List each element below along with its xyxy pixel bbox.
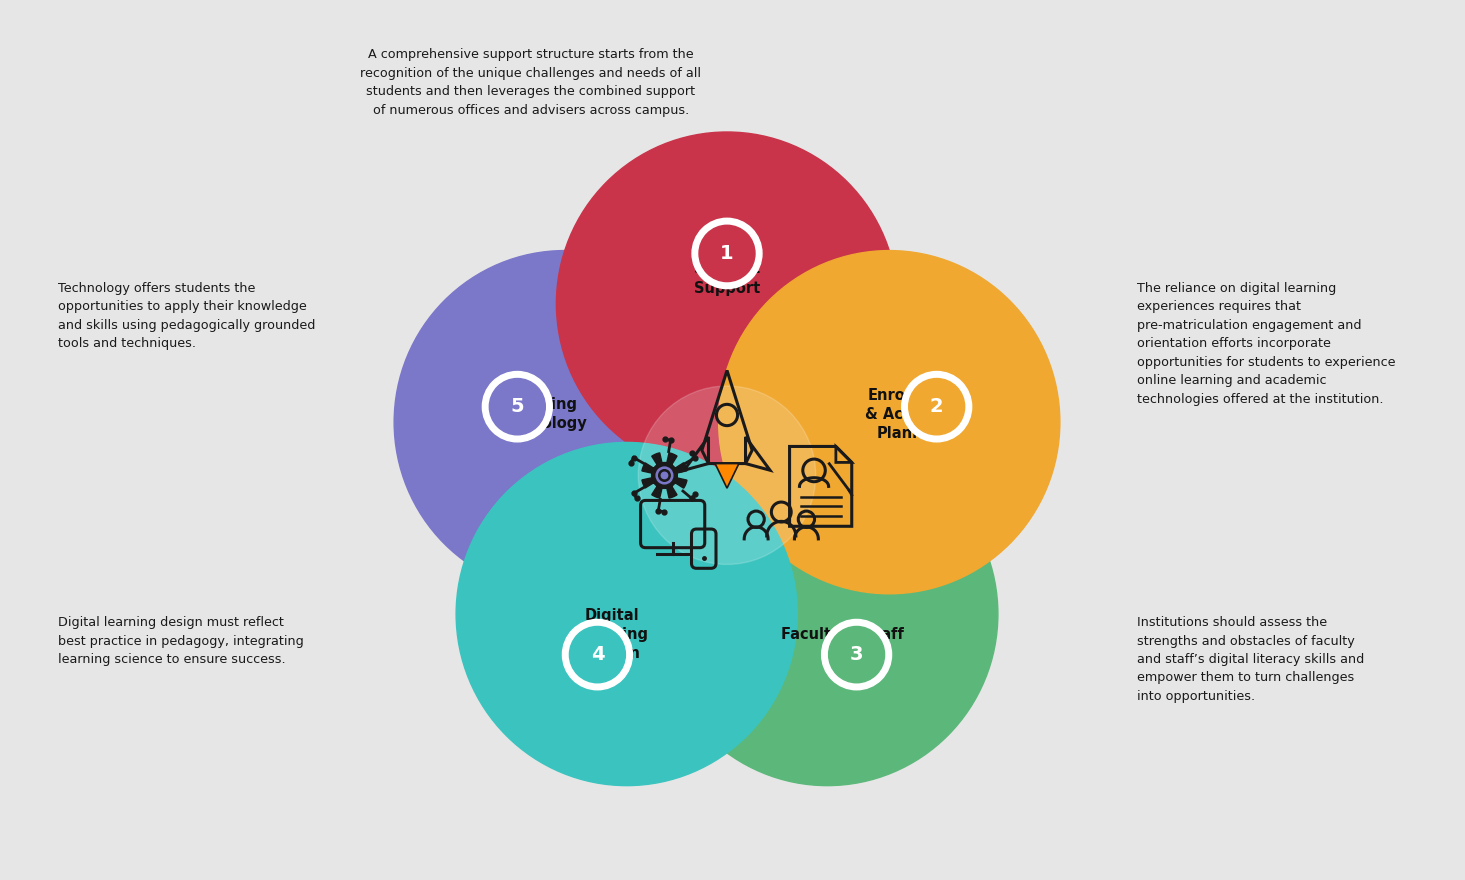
Circle shape xyxy=(719,251,1059,594)
Circle shape xyxy=(822,620,892,690)
Circle shape xyxy=(557,132,898,475)
Circle shape xyxy=(570,627,626,683)
Text: Student
Support: Student Support xyxy=(694,261,760,296)
Text: Faculty & Staff: Faculty & Staff xyxy=(781,627,904,642)
Circle shape xyxy=(659,470,671,481)
Circle shape xyxy=(661,473,668,479)
Circle shape xyxy=(656,443,998,786)
Circle shape xyxy=(699,225,754,282)
Circle shape xyxy=(394,251,735,594)
Polygon shape xyxy=(642,453,687,498)
Text: 2: 2 xyxy=(930,397,943,416)
Text: 5: 5 xyxy=(510,397,524,416)
Text: Digital
Learning
Design: Digital Learning Design xyxy=(576,608,649,661)
Text: Learning
Technology: Learning Technology xyxy=(495,397,587,431)
Text: 4: 4 xyxy=(590,645,604,664)
Circle shape xyxy=(829,627,885,683)
Circle shape xyxy=(902,371,971,442)
Circle shape xyxy=(908,378,964,435)
Circle shape xyxy=(489,378,545,435)
Circle shape xyxy=(639,386,816,564)
Text: A comprehensive support structure starts from the
recognition of the unique chal: A comprehensive support structure starts… xyxy=(360,48,702,117)
Text: Technology offers students the
opportunities to apply their knowledge
and skills: Technology offers students the opportuni… xyxy=(59,282,315,350)
Text: 3: 3 xyxy=(850,645,863,664)
Circle shape xyxy=(456,443,797,786)
Text: Institutions should assess the
strengths and obstacles of faculty
and staff’s di: Institutions should assess the strengths… xyxy=(1137,616,1364,703)
Polygon shape xyxy=(715,464,738,488)
Circle shape xyxy=(691,218,762,289)
Text: Enrollment
& Academic
Planning: Enrollment & Academic Planning xyxy=(864,388,961,441)
Text: The reliance on digital learning
experiences requires that
pre-matriculation eng: The reliance on digital learning experie… xyxy=(1137,282,1396,406)
Circle shape xyxy=(563,620,633,690)
Text: 1: 1 xyxy=(721,244,734,263)
Circle shape xyxy=(482,371,552,442)
Circle shape xyxy=(656,467,672,484)
Text: Digital learning design must reflect
best practice in pedagogy, integrating
lear: Digital learning design must reflect bes… xyxy=(59,616,303,666)
